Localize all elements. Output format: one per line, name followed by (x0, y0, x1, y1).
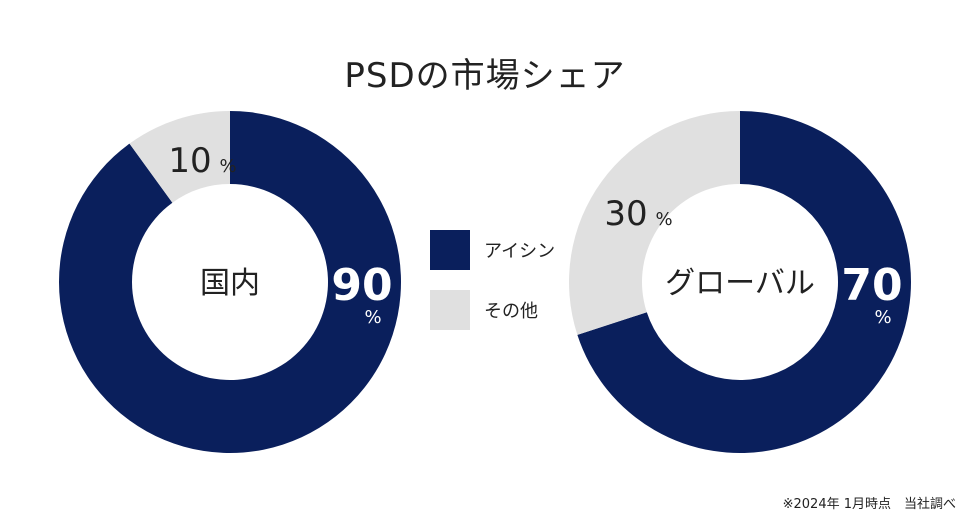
value-unit-domestic-aisin: % (364, 307, 381, 328)
chart-title: PSDの市場シェア (344, 56, 626, 96)
center-label-domestic: 国内 (200, 266, 260, 301)
donut-slice-global-other (569, 111, 740, 335)
center-label-global: グローバル (665, 266, 815, 301)
donut-slice-global-aisin (577, 111, 911, 453)
legend-swatch-other (430, 290, 470, 330)
value-label-global-aisin: 70 (841, 260, 902, 311)
donut-slice-domestic-aisin (58, 111, 402, 454)
value-unit-domestic-other: % (219, 156, 236, 177)
value-label-domestic-aisin: 90 (331, 260, 392, 311)
value-label-global-other: 30 (604, 194, 647, 234)
legend-label-other: その他 (484, 301, 538, 322)
legend-label-aisin: アイシン (484, 241, 556, 262)
value-unit-global-aisin: % (874, 307, 891, 328)
footnote: ※2024年 1月時点 当社調べ (782, 497, 956, 512)
legend-item-other: その他 (430, 290, 590, 330)
donut-slice-domestic-other (129, 111, 230, 203)
value-label-domestic-other: 10 (168, 141, 211, 181)
legend-swatch-aisin (430, 230, 470, 270)
value-unit-global-other: % (655, 209, 672, 230)
legend-item-aisin: アイシン (430, 230, 590, 270)
